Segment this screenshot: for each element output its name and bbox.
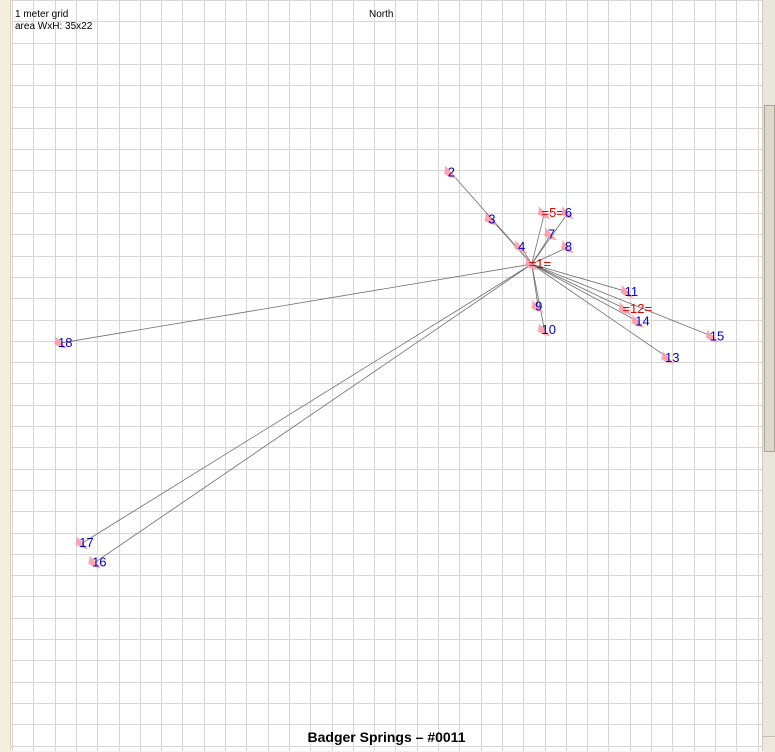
site-map-svg: =1= 2 3 4 =5= 678 910 11 =12= 13 14 15 16 17 18 (11, 0, 762, 751)
connector-line (531, 212, 545, 265)
survey-point[interactable]: 15 (705, 329, 724, 344)
point-marker-icon (631, 314, 645, 328)
survey-point[interactable]: 9 (531, 299, 545, 314)
point-marker-icon (531, 299, 545, 313)
survey-point[interactable]: 10 (537, 322, 556, 337)
connector-line (531, 263, 628, 293)
vertical-scrollbar[interactable] (762, 0, 775, 752)
survey-point[interactable]: 6 (560, 205, 574, 220)
point-marker-icon (537, 323, 551, 337)
point-label: 9 (535, 299, 542, 314)
grid-scale-label: 1 meter grid (15, 9, 69, 20)
survey-point[interactable]: 14 (631, 314, 650, 329)
point-label: =12= (622, 301, 652, 316)
point-marker-icon (484, 212, 498, 226)
connector-line (531, 263, 713, 337)
survey-point[interactable]: 4 (514, 239, 528, 254)
point-label: 11 (625, 284, 639, 299)
survey-point[interactable]: 13 (661, 350, 680, 365)
point-marker-icon (524, 257, 538, 271)
connector-line (531, 263, 669, 359)
survey-point[interactable]: 2 (443, 165, 457, 180)
north-label: North (369, 9, 394, 20)
point-marker-icon (543, 227, 557, 241)
point-label: 8 (565, 239, 572, 254)
survey-point[interactable]: =1= (524, 256, 551, 271)
point-label: 16 (92, 554, 106, 569)
point-label: 3 (488, 211, 495, 226)
survey-point[interactable]: 7 (543, 226, 557, 241)
survey-point[interactable]: 3 (484, 211, 498, 226)
connector-line (531, 263, 639, 322)
point-marker-icon (53, 335, 67, 349)
survey-point[interactable]: 11 (620, 284, 639, 299)
connector-line (94, 263, 532, 563)
point-marker-icon (75, 536, 89, 550)
survey-point[interactable]: 17 (75, 535, 94, 550)
point-layer: =1= 2 3 4 =5= 678 910 11 =12= 13 14 15 16 17 18 (53, 165, 724, 569)
point-marker-icon (620, 284, 634, 298)
point-marker-icon (661, 350, 675, 364)
connector-line (531, 264, 545, 331)
point-label: 15 (710, 329, 724, 344)
point-label: =1= (529, 256, 551, 271)
connector-line (531, 263, 626, 310)
survey-point[interactable]: =5= (537, 205, 564, 220)
point-label: 4 (518, 239, 525, 254)
point-marker-icon (88, 555, 102, 569)
survey-point[interactable]: 16 (88, 554, 107, 569)
site-map-canvas[interactable]: =1= 2 3 4 =5= 6 7 8 9 10 11 =12= 13 14 15 16 17 18 1 mete… (11, 0, 762, 751)
map-title: Badger Springs – #0011 (307, 729, 466, 745)
scrollbar-thumb[interactable] (764, 105, 775, 452)
point-marker-icon (618, 301, 632, 315)
survey-point[interactable]: 18 (53, 335, 72, 350)
point-label: 7 (548, 226, 555, 241)
point-label: 6 (565, 205, 572, 220)
point-marker-icon (443, 165, 457, 179)
point-label: 18 (58, 335, 72, 350)
connector-line (490, 219, 533, 265)
point-label: 2 (448, 165, 455, 180)
connector-line (531, 234, 552, 265)
grid-layer (11, 0, 762, 751)
area-size-label: area WxH: 35x22 (15, 21, 93, 32)
left-border (0, 0, 11, 751)
point-label: =5= (542, 205, 564, 220)
scrollbar-bottom-corner (763, 736, 775, 752)
point-label: 17 (79, 535, 93, 550)
connector-line (531, 246, 569, 265)
connector-line (82, 263, 532, 544)
survey-point[interactable]: 8 (560, 239, 574, 254)
point-marker-icon (560, 240, 574, 254)
point-label: 13 (665, 350, 679, 365)
connector-line (60, 263, 532, 344)
point-marker-icon (537, 206, 551, 219)
point-marker-icon (560, 206, 574, 219)
point-marker-icon (705, 329, 719, 343)
point-label: 10 (542, 322, 556, 337)
point-label: 14 (635, 314, 649, 329)
connector-layer (60, 172, 713, 563)
point-marker-icon (514, 240, 528, 254)
survey-point[interactable]: =12= (618, 301, 652, 316)
